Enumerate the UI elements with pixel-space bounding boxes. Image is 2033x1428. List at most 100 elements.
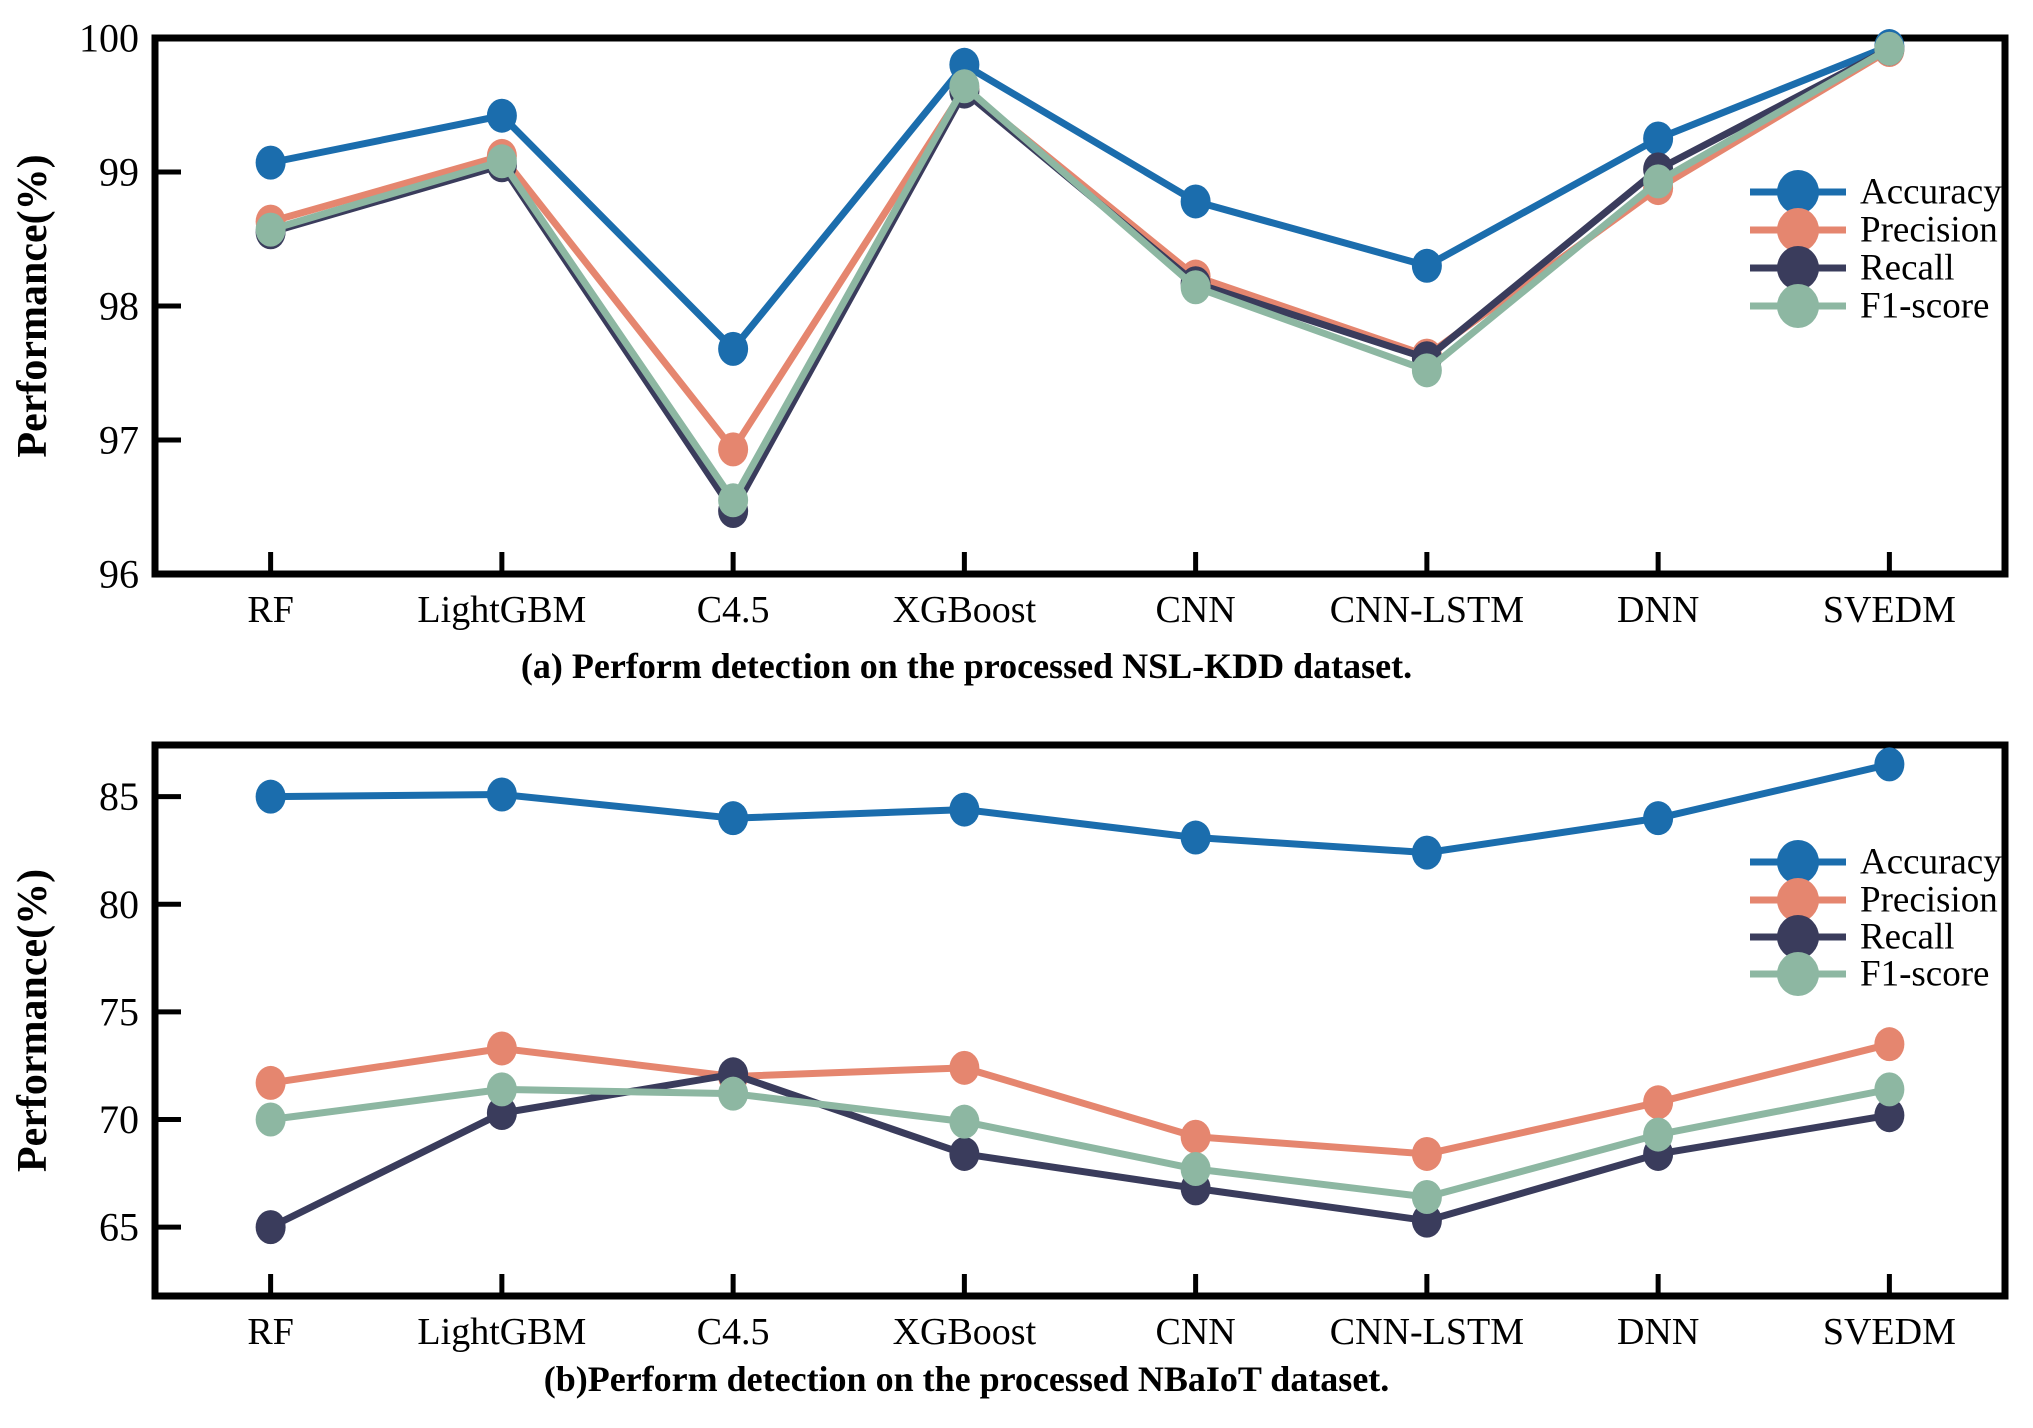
series-line-f1-score bbox=[269, 45, 1892, 504]
data-point-precision bbox=[1180, 1119, 1211, 1154]
legend-label-precision: Precision bbox=[1860, 880, 1998, 921]
plot-frame bbox=[151, 741, 2009, 1300]
data-point-f1-score bbox=[1874, 31, 1905, 66]
data-point-accuracy bbox=[1411, 248, 1442, 283]
y-tick-label: 97 bbox=[99, 418, 139, 463]
data-point-precision bbox=[486, 1031, 517, 1066]
y-tick-label: 98 bbox=[99, 284, 139, 329]
data-point-f1-score bbox=[949, 1104, 980, 1139]
data-point-f1-score bbox=[1411, 1179, 1442, 1214]
data-point-precision bbox=[949, 1050, 980, 1085]
data-point-precision bbox=[718, 432, 749, 467]
y-axis-title: Performance(%) bbox=[10, 154, 56, 457]
data-point-accuracy bbox=[1643, 121, 1674, 156]
data-point-accuracy bbox=[718, 331, 749, 366]
legend-label-f1-score: F1-score bbox=[1860, 286, 1989, 327]
y-axis-title: Performance(%) bbox=[10, 869, 56, 1172]
legend-marker-accuracy bbox=[1777, 840, 1819, 884]
data-point-accuracy bbox=[949, 792, 980, 827]
data-point-f1-score bbox=[1180, 1152, 1211, 1187]
x-category-label: CNN-LSTM bbox=[1330, 1311, 1524, 1353]
data-point-accuracy bbox=[1411, 835, 1442, 870]
data-point-accuracy bbox=[486, 777, 517, 812]
data-point-precision bbox=[255, 1065, 286, 1100]
data-point-precision bbox=[1874, 1027, 1905, 1062]
legend-label-recall: Recall bbox=[1860, 917, 1955, 958]
x-category-label: SVEDM bbox=[1823, 589, 1956, 631]
legend-marker-precision bbox=[1777, 208, 1819, 252]
series-line-accuracy bbox=[270, 760, 1891, 857]
x-category-label: RF bbox=[247, 589, 293, 631]
x-category-label: LightGBM bbox=[417, 589, 586, 631]
data-point-accuracy bbox=[1643, 801, 1674, 836]
data-point-recall bbox=[486, 1096, 517, 1131]
data-point-f1-score bbox=[1180, 270, 1211, 305]
x-category-label: DNN bbox=[1617, 1311, 1699, 1353]
data-point-f1-score bbox=[949, 69, 980, 104]
series-line-precision bbox=[270, 1040, 1891, 1158]
data-point-recall bbox=[1411, 1203, 1442, 1238]
data-point-precision bbox=[1411, 1136, 1442, 1171]
data-point-f1-score bbox=[718, 1076, 749, 1111]
data-point-accuracy bbox=[255, 779, 286, 814]
data-point-accuracy bbox=[1180, 184, 1211, 219]
legend-label-accuracy: Accuracy bbox=[1860, 842, 2002, 883]
legend-marker-precision bbox=[1777, 878, 1819, 922]
data-point-accuracy bbox=[1180, 820, 1211, 855]
plot-frame bbox=[151, 34, 2009, 578]
data-point-f1-score bbox=[1643, 1117, 1674, 1152]
x-category-label: DNN bbox=[1617, 589, 1699, 631]
legend-label-f1-score: F1-score bbox=[1860, 954, 1989, 995]
data-point-recall bbox=[255, 1210, 286, 1245]
legend-marker-accuracy bbox=[1777, 170, 1819, 214]
caption-chart-a: (a) Perform detection on the processed N… bbox=[520, 646, 1413, 686]
y-tick-label: 70 bbox=[99, 1097, 139, 1142]
data-point-f1-score bbox=[486, 1072, 517, 1107]
data-point-accuracy bbox=[486, 98, 517, 133]
caption-chart-b: (b)Perform detection on the processed NB… bbox=[543, 1359, 1390, 1399]
data-point-accuracy bbox=[255, 145, 286, 180]
legend-marker-recall bbox=[1777, 915, 1819, 959]
legend-label-precision: Precision bbox=[1860, 210, 1998, 251]
x-category-label: XGBoost bbox=[893, 1311, 1037, 1353]
x-category-label: XGBoost bbox=[893, 589, 1037, 631]
y-tick-label: 96 bbox=[99, 552, 139, 597]
x-category-label: C4.5 bbox=[697, 1311, 770, 1353]
series-line-f1-score bbox=[270, 1085, 1891, 1201]
x-category-label: LightGBM bbox=[417, 1311, 586, 1353]
x-category-label: RF bbox=[247, 1311, 293, 1353]
x-category-label: CNN-LSTM bbox=[1330, 589, 1524, 631]
data-point-f1-score bbox=[1411, 353, 1442, 388]
y-tick-label: 75 bbox=[99, 989, 139, 1034]
series-line-accuracy bbox=[269, 42, 1891, 353]
data-point-f1-score bbox=[255, 1102, 286, 1137]
data-point-f1-score bbox=[1643, 164, 1674, 199]
series-line-recall bbox=[269, 1070, 1890, 1231]
data-point-recall bbox=[1874, 1098, 1905, 1133]
data-point-precision bbox=[1643, 1085, 1674, 1120]
x-category-label: SVEDM bbox=[1823, 1311, 1956, 1353]
data-point-f1-score bbox=[255, 212, 286, 247]
y-tick-label: 65 bbox=[99, 1205, 139, 1250]
legend-marker-f1-score bbox=[1777, 284, 1819, 328]
data-point-accuracy bbox=[718, 801, 749, 836]
legend-marker-f1-score bbox=[1777, 952, 1819, 996]
legend-marker-recall bbox=[1777, 246, 1819, 290]
legend-label-accuracy: Accuracy bbox=[1860, 172, 2002, 213]
data-point-f1-score bbox=[486, 144, 517, 179]
x-category-label: CNN bbox=[1156, 1311, 1236, 1353]
y-tick-label: 85 bbox=[99, 774, 139, 819]
legend-label-recall: Recall bbox=[1860, 248, 1955, 289]
y-tick-label: 100 bbox=[79, 16, 139, 61]
data-point-f1-score bbox=[1874, 1072, 1905, 1107]
y-tick-label: 80 bbox=[99, 882, 139, 927]
chart-nsl-kdd: 96 97 98 99 100 RF LightGBM C4.5 XGBoost CNN CNN-L… bbox=[10, 16, 2009, 631]
y-tick-label: 99 bbox=[99, 150, 139, 195]
data-point-recall bbox=[949, 1136, 980, 1171]
data-point-f1-score bbox=[718, 483, 749, 518]
x-category-label: C4.5 bbox=[697, 589, 770, 631]
x-category-label: CNN bbox=[1156, 589, 1236, 631]
chart-nbaiot: 65 70 75 80 85 RF LightGBM C4.5 XGBoost CNN CNN-LS… bbox=[10, 741, 2009, 1353]
data-point-accuracy bbox=[1874, 747, 1905, 782]
